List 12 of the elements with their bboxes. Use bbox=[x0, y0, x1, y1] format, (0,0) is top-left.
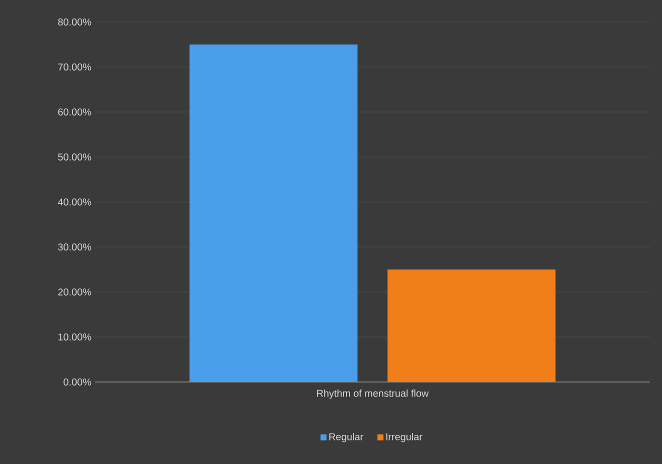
y-tick-label: 40.00% bbox=[58, 198, 92, 206]
legend-label: Regular bbox=[329, 432, 364, 442]
y-tick-label: 20.00% bbox=[58, 288, 92, 296]
y-tick-label: 60.00% bbox=[58, 108, 92, 116]
y-tick-label: 0.00% bbox=[64, 378, 92, 386]
x-tick-label: Rhythm of menstrual flow bbox=[317, 390, 429, 399]
y-tick-label: 30.00% bbox=[58, 243, 92, 251]
y-tick-label: 50.00% bbox=[58, 153, 92, 161]
y-tick-label: 80.00% bbox=[58, 18, 92, 26]
y-tick-label: 70.00% bbox=[58, 63, 92, 71]
y-tick-label: 10.00% bbox=[58, 333, 92, 341]
legend-label: Irregular bbox=[386, 432, 422, 442]
